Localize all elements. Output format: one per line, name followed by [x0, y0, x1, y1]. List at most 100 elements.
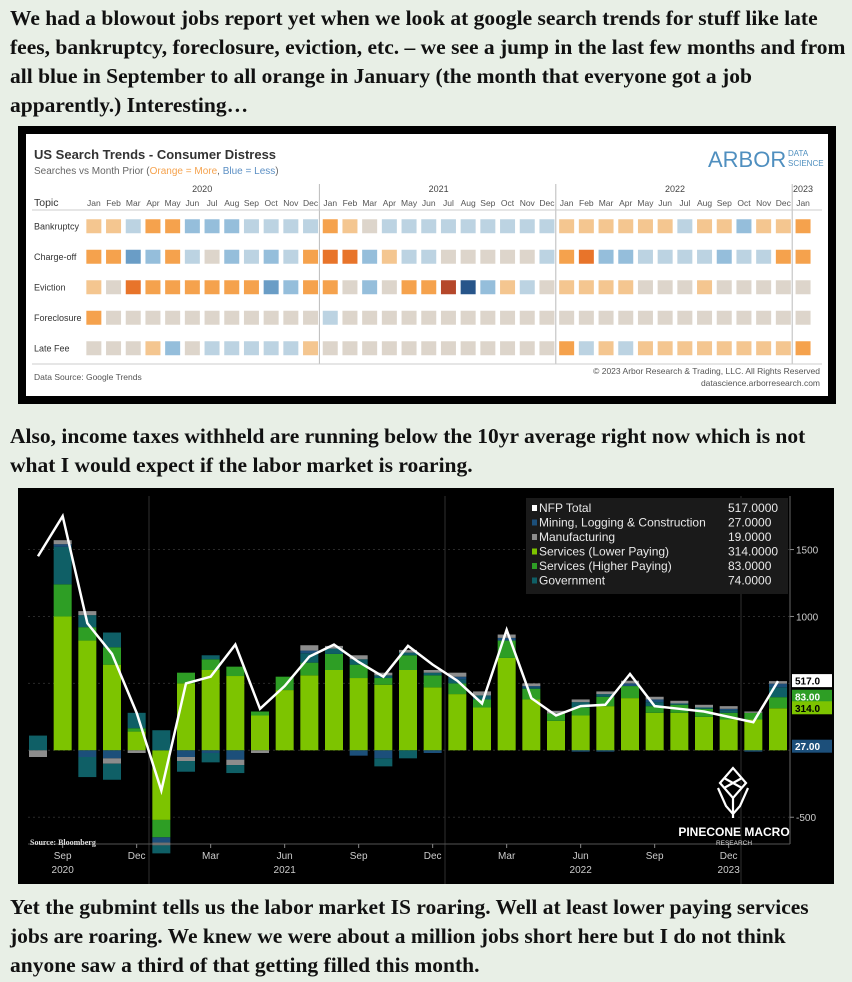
heatmap-panel: US Search Trends - Consumer Distress Sear… [26, 134, 828, 396]
heatmap-month-label: Nov [520, 198, 536, 208]
heatmap-cell [106, 341, 122, 356]
heatmap-cell [224, 310, 240, 325]
heatmap-month-label: Nov [756, 198, 772, 208]
bar-segment [547, 713, 565, 721]
heatmap-cell [204, 280, 220, 295]
last-value-tag [792, 701, 832, 715]
heatmap-cell [716, 341, 732, 356]
legend-box [526, 498, 788, 594]
heatmap-cell [401, 341, 417, 356]
bar-segment [325, 653, 343, 670]
bar-segment [349, 655, 368, 660]
heatmap-cell [519, 310, 535, 325]
heatmap-month-label: Feb [106, 198, 121, 208]
bar-segment [670, 703, 689, 705]
bar-segment [621, 680, 639, 684]
legend-series-value: 19.0000 [728, 530, 772, 544]
heatmap-cell [480, 341, 496, 356]
bar-segment [621, 686, 639, 699]
bar-segment [399, 750, 417, 759]
heatmap-month-label: Sep [480, 198, 495, 208]
bar-segment [53, 546, 72, 585]
bar-segment [374, 672, 393, 676]
bar-segment [645, 699, 664, 703]
bar-segment [645, 696, 664, 700]
legend-series-name: NFP Total [539, 501, 591, 515]
heatmap-month-label: Jun [422, 198, 436, 208]
heatmap-cell [322, 219, 338, 234]
heatmap-cell [362, 249, 378, 264]
heatmap-month-label: Jun [658, 198, 672, 208]
bar-segment [300, 650, 319, 654]
bar-segment [177, 761, 195, 772]
heatmap-year-label: 2022 [665, 184, 685, 194]
arbor-logo-sub2: SCIENCE [788, 159, 824, 168]
x-year-label: 2020 [52, 865, 75, 876]
heatmap-cell [263, 249, 279, 264]
heatmap-cell [637, 249, 653, 264]
heatmap-cell [578, 310, 594, 325]
heatmap-cell [322, 341, 338, 356]
heatmap-cell [775, 249, 791, 264]
heatmap-cell [401, 280, 417, 295]
middle-paragraph: Also, income taxes withheld are running … [10, 424, 806, 477]
bar-segment [399, 655, 417, 670]
bar-segment [596, 694, 615, 697]
heatmap-cell [125, 341, 141, 356]
heatmap-cell [106, 249, 122, 264]
bar-chart-source: Source: Bloomberg [30, 838, 96, 847]
last-value-tag [792, 674, 832, 688]
heatmap-month-label: Mar [599, 198, 614, 208]
heatmap-cell [86, 310, 102, 325]
bar-chart-legend: NFP Total 517.0000 Mining, Logging & Const… [526, 498, 788, 594]
legend-series-value: 74.0000 [728, 574, 772, 588]
bar-segment [423, 675, 442, 688]
heatmap-cell [578, 280, 594, 295]
heatmap-cell [204, 310, 220, 325]
bar-segment [719, 708, 738, 711]
heatmap-cell [460, 219, 476, 234]
bar-segment [744, 750, 763, 752]
bar-segment [744, 712, 763, 720]
arbor-logo: ARBOR [708, 147, 786, 172]
heatmap-cell [342, 249, 358, 264]
bar-segment [325, 648, 343, 654]
last-value-tag [792, 739, 832, 753]
last-value-tag-label: 517.0 [795, 677, 820, 688]
x-tick-label: Dec [424, 851, 442, 862]
heatmap-cell [795, 310, 811, 325]
bar-segment [473, 707, 491, 751]
heatmap-cell [106, 280, 122, 295]
heatmap-cell [559, 310, 575, 325]
heatmap-month-label: Aug [224, 198, 239, 208]
bar-segment [670, 700, 689, 704]
brand-name: PINECONE MACRO [678, 825, 789, 839]
heatmap-month-label: Jan [87, 198, 101, 208]
heatmap-source: Data Source: Google Trends [34, 372, 142, 382]
heatmap-cell [165, 219, 181, 234]
heatmap-cell [598, 219, 614, 234]
heatmap-month-label: Apr [146, 198, 159, 208]
heatmap-cell [204, 249, 220, 264]
heatmap-cell [401, 310, 417, 325]
heatmap-cell [125, 219, 141, 234]
heatmap-cell [263, 310, 279, 325]
heatmap-cell [440, 219, 456, 234]
heatmap-cell [756, 219, 772, 234]
heatmap-cell [480, 310, 496, 325]
heatmap-cell [460, 310, 476, 325]
legend-series-name: Services (Higher Paying) [539, 559, 672, 573]
heatmap-year-label: 2023 [793, 184, 813, 194]
heatmap-cell [697, 219, 713, 234]
heatmap-month-label: Mar [126, 198, 141, 208]
heatmap-cell [637, 219, 653, 234]
heatmap-row-label: Foreclosure [34, 313, 82, 323]
bar-segment [127, 728, 146, 732]
bar-segment [473, 695, 491, 700]
x-tick-label: Sep [646, 851, 664, 862]
bar-segment [201, 655, 220, 660]
heatmap-month-label: Jul [443, 198, 454, 208]
heatmap-cell [657, 280, 673, 295]
heatmap-month-label: Feb [579, 198, 594, 208]
